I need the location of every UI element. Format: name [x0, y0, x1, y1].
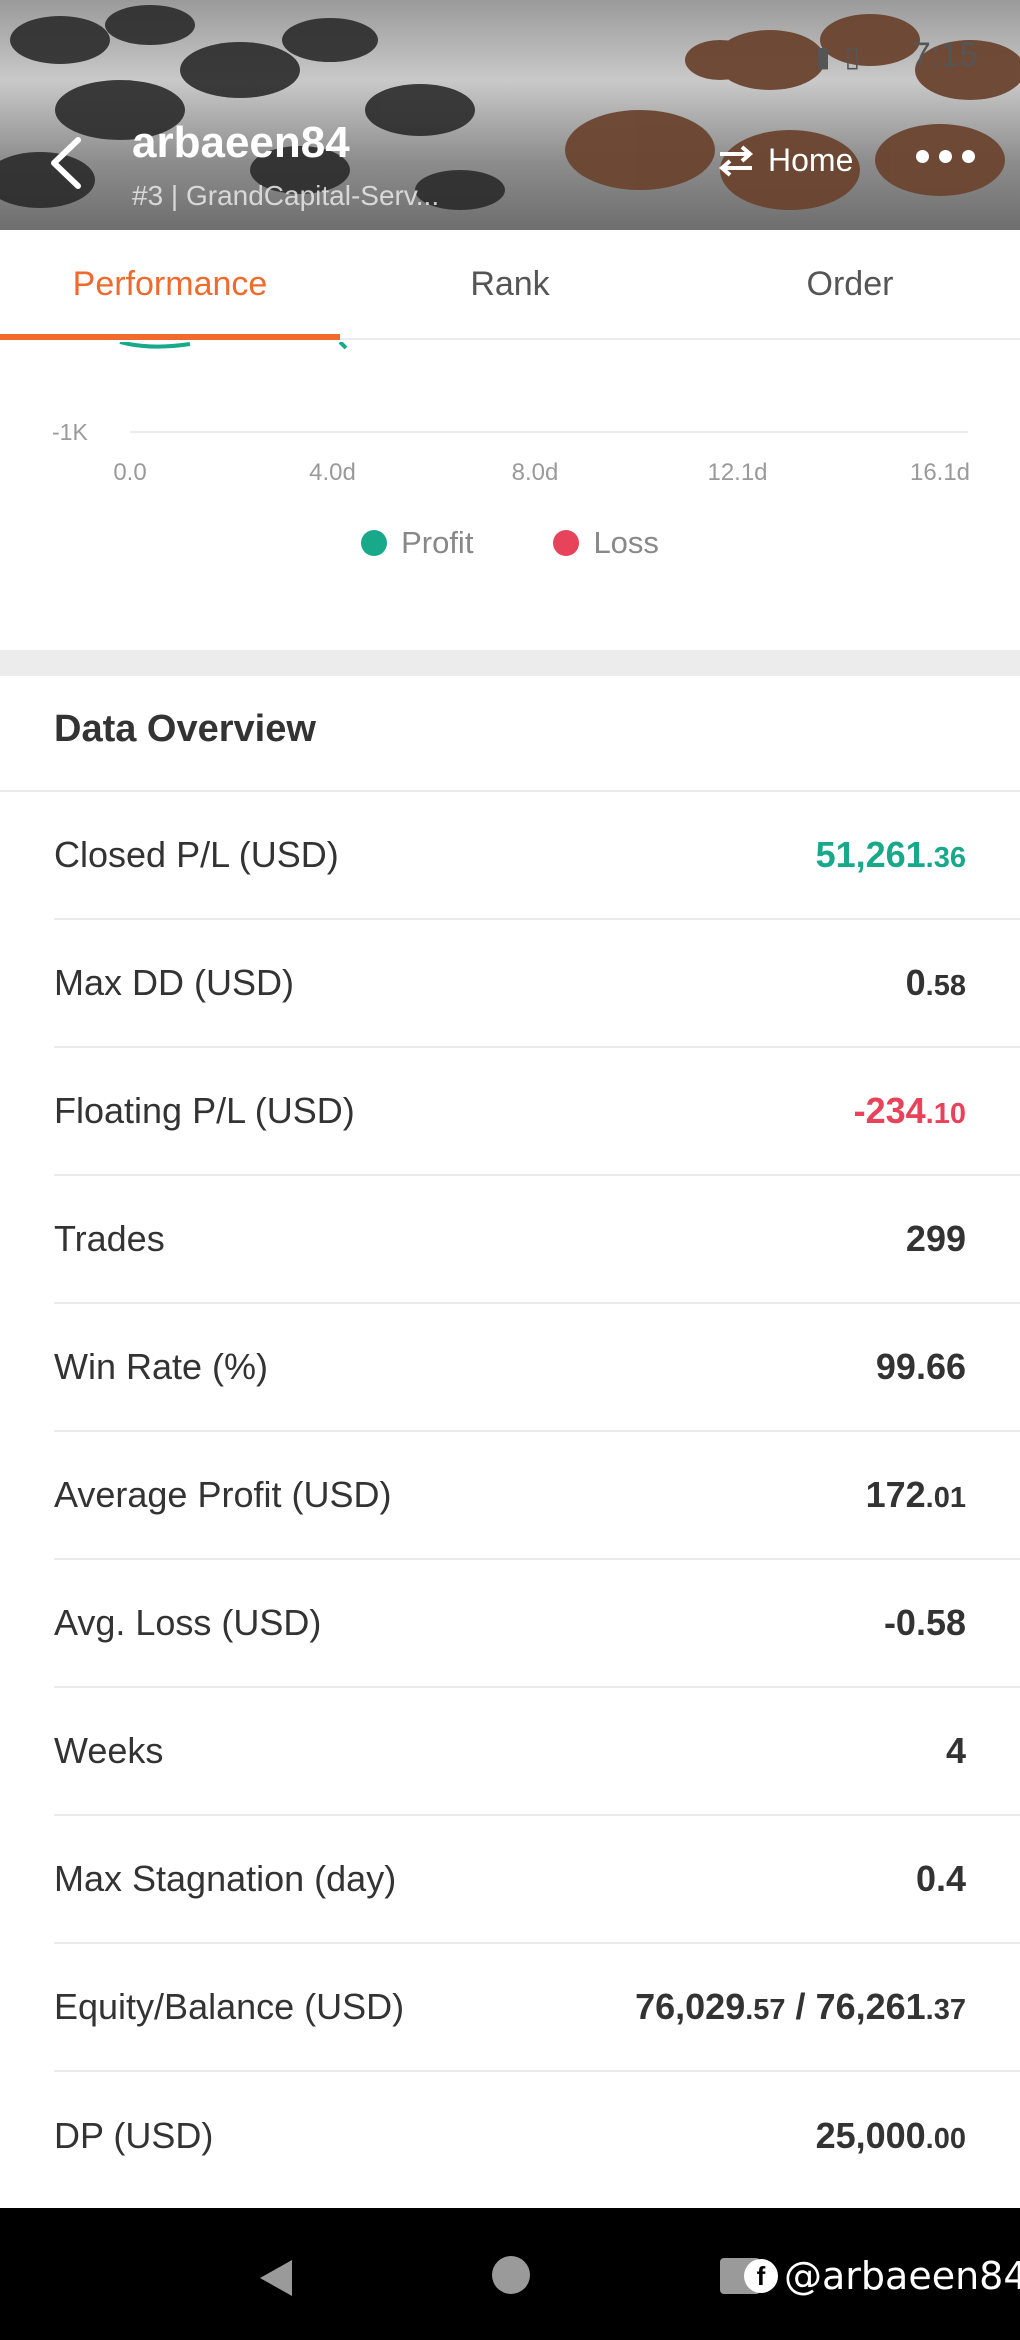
loss-dot-icon: [553, 530, 580, 556]
watermark: f @arbaeen84: [744, 2254, 1020, 2298]
value-decimal: .00: [925, 2123, 966, 2155]
row-label: Avg. Loss (USD): [54, 1602, 322, 1643]
balance-decimal: .37: [925, 1994, 966, 2026]
value-decimal: .10: [925, 1098, 966, 1130]
dp-row: DP (USD) 25,000.00: [54, 2072, 1020, 2200]
legend-profit[interactable]: Profit: [361, 525, 473, 561]
win-rate-row: Win Rate (%) 99.66: [54, 1304, 1020, 1432]
x-tick-label: 0.0: [113, 459, 146, 486]
max-stagnation-row: Max Stagnation (day) 0.4: [54, 1816, 1020, 1944]
signal-icon: ▮: [815, 40, 831, 73]
avg-loss-row: Avg. Loss (USD) -0.58: [54, 1560, 1020, 1688]
max-stagnation-value: 0.4: [915, 1858, 966, 1899]
row-label: Max Stagnation (day): [54, 1858, 397, 1899]
avg-loss-value: -0.58: [883, 1602, 966, 1643]
average-profit-row: Average Profit (USD) 172.01: [54, 1432, 1020, 1560]
x-tick-label: 4.0d: [309, 459, 356, 486]
value-integer: 25,000: [815, 2115, 926, 2156]
performance-chart: -1K 0.0 4.0d 8.0d 12.1d 16.1d: [0, 340, 1020, 652]
max-dd-value: 0.58: [906, 962, 966, 1004]
max-dd-row: Max DD (USD) 0.58: [54, 920, 1020, 1048]
value-integer: 0: [905, 962, 926, 1003]
facebook-icon: f: [744, 2259, 778, 2293]
trades-row: Trades 299: [54, 1176, 1020, 1304]
weeks-row: Weeks 4: [54, 1688, 1020, 1816]
row-label: Closed P/L (USD): [54, 834, 339, 875]
x-tick-label: 16.1d: [910, 459, 970, 486]
profile-header: ▮ ▯ 7:15 arbaeen84 #3 | GrandCapital-Ser…: [0, 0, 1020, 230]
legend-loss-label: Loss: [593, 525, 659, 560]
value-decimal: .36: [925, 842, 966, 874]
closed-pl-row: Closed P/L (USD) 51,261.36: [54, 792, 1020, 920]
average-profit-value: 172.01: [866, 1474, 966, 1516]
x-tick-label: 12.1d: [707, 459, 767, 486]
x-tick-label: 8.0d: [512, 459, 559, 486]
value-decimal: .58: [925, 970, 966, 1002]
overview-list: Closed P/L (USD) 51,261.36 Max DD (USD) …: [0, 792, 1020, 2200]
value-integer: 51,261: [815, 834, 926, 875]
more-dot-icon: [939, 150, 952, 163]
row-label: Max DD (USD): [54, 962, 294, 1003]
chevron-left-icon: [51, 137, 81, 189]
row-label: Weeks: [54, 1730, 164, 1771]
system-nav-bar: f @arbaeen84: [0, 2208, 1020, 2340]
tab-performance[interactable]: Performance: [0, 230, 340, 340]
more-dot-icon: [916, 150, 929, 163]
battery-icon: ▯: [844, 40, 860, 73]
profit-line-fragment: [119, 340, 191, 349]
dp-value: 25,000.00: [816, 2115, 966, 2157]
balance-integer: 76,261: [815, 1986, 926, 2027]
swap-icon: [718, 144, 754, 177]
status-time: 7:15: [911, 36, 978, 74]
row-label: Average Profit (USD): [54, 1474, 392, 1515]
bull-bear-herd-banner: [0, 5, 1020, 210]
nav-home-icon[interactable]: [492, 2256, 530, 2294]
profit-line-tail: [338, 340, 348, 350]
closed-pl-value: 51,261.36: [816, 834, 966, 876]
legend-profit-label: Profit: [401, 525, 474, 560]
row-label: Floating P/L (USD): [54, 1090, 355, 1131]
overview-divider: [0, 790, 1020, 792]
home-label: Home: [768, 142, 854, 178]
more-options-button[interactable]: [916, 150, 975, 163]
user-subtitle: #3 | GrandCapital-Serv...: [132, 180, 440, 211]
y-tick-label: -1K: [52, 419, 88, 445]
status-icons: ▮ ▯: [815, 40, 860, 73]
data-overview-title: Data Overview: [54, 708, 316, 750]
value-decimal: .01: [925, 1482, 966, 1514]
value-integer: 172: [865, 1474, 926, 1515]
win-rate-value: 99.66: [875, 1346, 966, 1387]
back-button[interactable]: [40, 128, 96, 198]
chart-svg: -1K 0.0 4.0d 8.0d 12.1d 16.1d: [52, 340, 970, 486]
row-label: DP (USD): [54, 2115, 214, 2156]
equity-balance-row: Equity/Balance (USD) 76,029.57 /76,261.37: [54, 1944, 1020, 2072]
floating-pl-value: -234.10: [854, 1090, 966, 1132]
trades-value: 299: [905, 1218, 966, 1259]
home-button[interactable]: Home: [716, 142, 853, 179]
weeks-value: 4: [945, 1730, 966, 1771]
chart-legend: Profit Loss: [0, 525, 1020, 561]
row-label: Equity/Balance (USD): [54, 1986, 405, 2027]
equity-decimal: .57: [745, 1994, 786, 2026]
equity-balance-value: 76,029.57 /76,261.37: [635, 1986, 966, 2028]
watermark-handle: @arbaeen84: [784, 2254, 1020, 2298]
nav-back-icon[interactable]: [256, 2258, 296, 2298]
tab-bar: Performance Rank Order: [0, 230, 1020, 340]
user-name: arbaeen84: [132, 118, 350, 167]
tab-order[interactable]: Order: [806, 264, 894, 303]
profit-dot-icon: [361, 530, 388, 556]
legend-loss[interactable]: Loss: [553, 525, 659, 561]
value-separator: /: [795, 1986, 806, 2027]
more-dot-icon: [962, 150, 975, 163]
row-label: Trades: [54, 1218, 165, 1259]
section-divider: [0, 650, 1020, 676]
floating-pl-row: Floating P/L (USD) -234.10: [54, 1048, 1020, 1176]
tab-rank[interactable]: Rank: [470, 264, 550, 303]
value-integer: -234: [853, 1090, 926, 1131]
equity-integer: 76,029: [635, 1986, 746, 2027]
row-label: Win Rate (%): [54, 1346, 269, 1387]
